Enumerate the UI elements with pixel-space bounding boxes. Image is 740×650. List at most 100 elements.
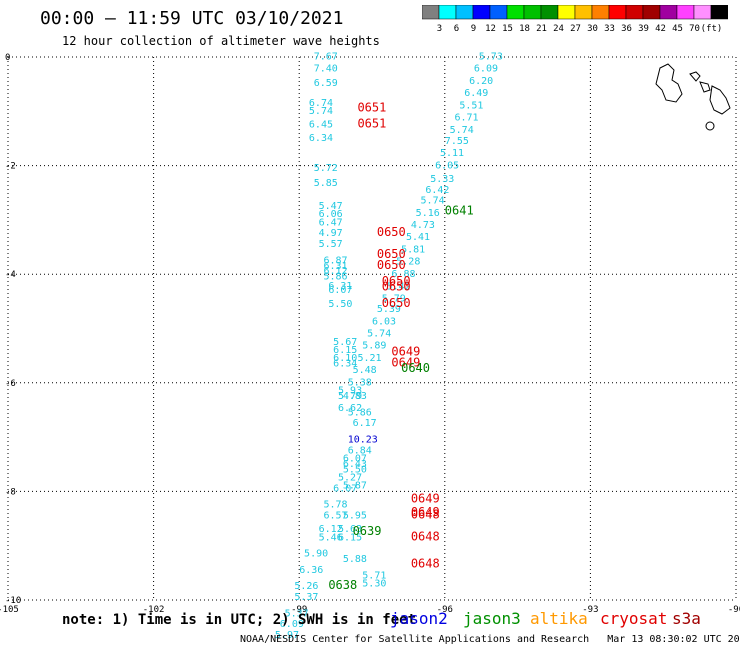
track-time-label: 0650 (382, 274, 411, 288)
x-tick-label: -93 (582, 605, 598, 615)
wave-height-label: 5.37 (294, 592, 318, 603)
x-tick-label: -102 (143, 605, 165, 615)
wave-height-label: 6.07 (343, 454, 367, 465)
wave-height-label: 5.72 (314, 163, 338, 174)
track-time-label: 0638 (328, 578, 357, 592)
track-time-label: 0648 (411, 508, 440, 522)
wave-height-label: 5.85 (314, 178, 338, 189)
track-time-label: 0650 (377, 258, 406, 272)
wave-height-label: 5.79 (338, 391, 362, 402)
wave-height-label: 5.51 (459, 101, 483, 112)
track-time-label: 0639 (353, 524, 382, 538)
wave-height-label: 5.41 (406, 232, 430, 243)
wave-height-label: 5.47 (319, 201, 343, 212)
wave-height-label: 5.33 (430, 174, 454, 185)
wave-height-label: 6.15 (333, 345, 357, 356)
track-time-label: 0648 (411, 529, 440, 543)
wave-height-label: 4.73 (411, 220, 435, 231)
legend-label: 42 (655, 24, 666, 34)
wave-height-label: 5.28 (396, 256, 420, 267)
track-time-label: 0650 (377, 225, 406, 239)
satellite-jason3: jason3 (463, 609, 521, 628)
wave-height-label: 5.67 (333, 337, 357, 348)
wave-height-label: 5.30 (362, 578, 386, 589)
map-title: 00:00 – 11:59 UTC 03/10/2021 (40, 8, 344, 29)
wave-height-label: 6.09 (280, 619, 304, 630)
wave-height-label: 6.12 (319, 524, 343, 535)
wave-height-label: 6.15 (338, 532, 362, 543)
wave-height-label: 6.09 (474, 64, 498, 75)
map-subtitle: 12 hour collection of altimeter wave hei… (62, 34, 380, 48)
legend-label: 3 (437, 24, 442, 34)
legend-label: 21 (536, 24, 547, 34)
wave-height-label: 7.55 (445, 136, 469, 147)
satellite-jason2: jason2 (390, 609, 448, 628)
track-time-label: 0649 (411, 491, 440, 505)
wave-height-label: 6.34 (309, 133, 333, 144)
island-outline (689, 71, 731, 115)
wave-height-label: 6.20 (469, 76, 493, 87)
legend-label: 27 (570, 24, 581, 34)
wave-height-label: 5.39 (377, 304, 401, 315)
wave-height-label: 5.81 (401, 244, 425, 255)
wave-height-label: 5.38 (348, 378, 372, 389)
track-time-label: 0651 (357, 117, 386, 131)
wave-height-label: 5.71 (362, 570, 386, 581)
track-time-label: 0651 (357, 100, 386, 114)
y-tick-label: -2 (5, 162, 16, 172)
legend-unit: (ft) (701, 24, 723, 34)
legend-label: 18 (519, 24, 530, 34)
satellite-altika: altika (530, 609, 588, 628)
satellite-cryosat: cryosat (600, 609, 668, 628)
track-time-label: 0641 (445, 203, 474, 217)
wave-height-label: 6.10 (333, 353, 357, 364)
wave-height-label: 6.03 (372, 317, 396, 328)
wave-height-label: 5.90 (304, 549, 328, 560)
y-tick-label: -10 (5, 596, 21, 606)
wave-height-label: 5.46 (319, 532, 343, 543)
wave-height-label: 5.87 (343, 481, 367, 492)
wave-height-label: 6.87 (323, 255, 347, 266)
y-tick-label: -6 (5, 379, 16, 389)
track-time-label: 0649 (411, 505, 440, 519)
track-time-label: 0640 (401, 361, 430, 375)
wave-height-label: 7.40 (314, 64, 338, 75)
wave-height-label: 6.36 (299, 565, 323, 576)
wave-height-label: 5.78 (323, 500, 347, 511)
wave-height-label: 6.06 (319, 209, 343, 220)
wave-height-label: 5.73 (479, 52, 503, 63)
wave-height-label: 6.07 (328, 285, 352, 296)
legend-label: 33 (604, 24, 615, 34)
wave-height-label: 5.95 (343, 511, 367, 522)
wave-height-label: 5.86 (348, 407, 372, 418)
wave-height-label: 5.11 (440, 148, 464, 159)
wave-height-label: 6.31 (328, 281, 352, 292)
island-outline (655, 63, 683, 103)
satellite-s3a: s3a (672, 609, 701, 628)
wave-height-label: 6.74 (309, 98, 333, 109)
legend-label: 24 (553, 24, 564, 34)
wave-height-label: 6.05 (435, 160, 459, 171)
wave-height-label: 6.42 (425, 185, 449, 196)
wave-height-label: 5.93 (338, 386, 362, 397)
wave-height-label: 5.74 (421, 196, 445, 207)
wave-height-label: 5.86 (323, 272, 347, 283)
wave-height-label: 5.89 (362, 341, 386, 352)
wave-height-label: 5.50 (343, 464, 367, 475)
wave-height-label: 6.62 (338, 403, 362, 414)
legend-label: 6 (454, 24, 459, 34)
legend-label: 45 (672, 24, 683, 34)
wave-height-label: 5.16 (416, 208, 440, 219)
wave-height-label: 5.88 (343, 554, 367, 565)
y-tick-label: 0 (5, 53, 10, 63)
wave-height-label: 7.67 (314, 52, 338, 63)
wave-height-label: 5.57 (319, 239, 343, 250)
track-time-label: 0650 (382, 296, 411, 310)
wave-height-label: 10.23 (348, 435, 378, 446)
wave-height-label: 6.12 (323, 266, 347, 277)
wave-height-label: 4.97 (319, 228, 343, 239)
wave-height-label: 5.74 (367, 329, 391, 340)
legend-label: 70 (689, 24, 700, 34)
wave-height-label: 5.74 (450, 125, 474, 136)
